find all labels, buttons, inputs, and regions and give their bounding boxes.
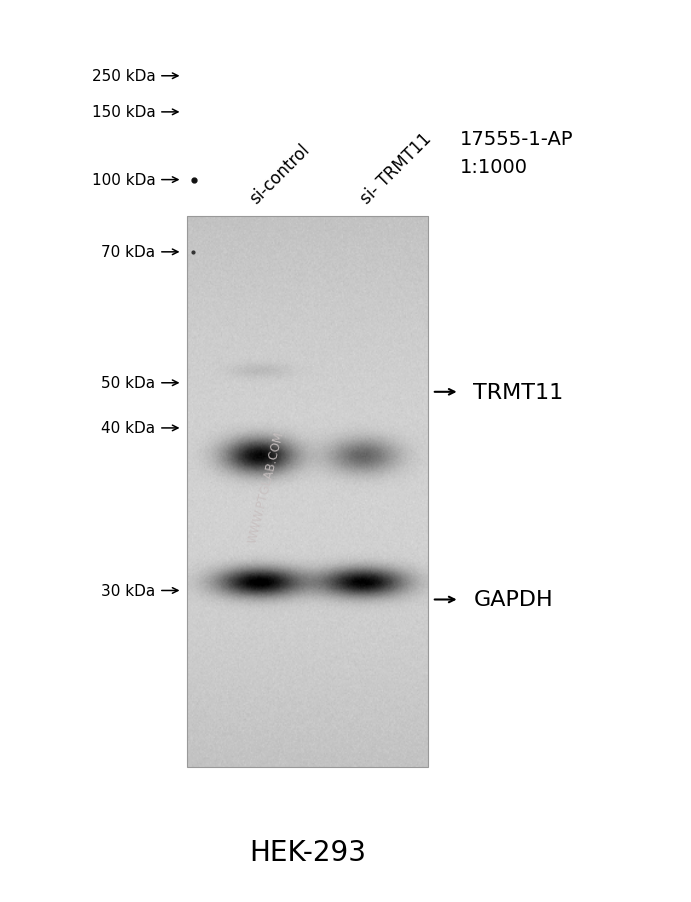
Text: 70 kDa: 70 kDa [102,245,155,260]
Bar [187,216,428,767]
Text: WWW.PTGLAB.COM: WWW.PTGLAB.COM [246,430,286,544]
Text: 100 kDa: 100 kDa [92,173,155,188]
Text: 150 kDa: 150 kDa [92,106,155,120]
Text: 50 kDa: 50 kDa [102,376,155,391]
Text: GAPDH: GAPDH [473,590,553,610]
Text: si-control: si-control [247,141,314,207]
Text: 17555-1-AP
1:1000: 17555-1-AP 1:1000 [460,130,573,177]
Text: HEK-293: HEK-293 [249,838,366,867]
Text: 30 kDa: 30 kDa [101,584,155,598]
Text: 250 kDa: 250 kDa [92,69,155,84]
Text: 40 kDa: 40 kDa [102,421,155,436]
Text: si- TRMT11: si- TRMT11 [357,130,435,207]
Text: TRMT11: TRMT11 [473,382,564,402]
